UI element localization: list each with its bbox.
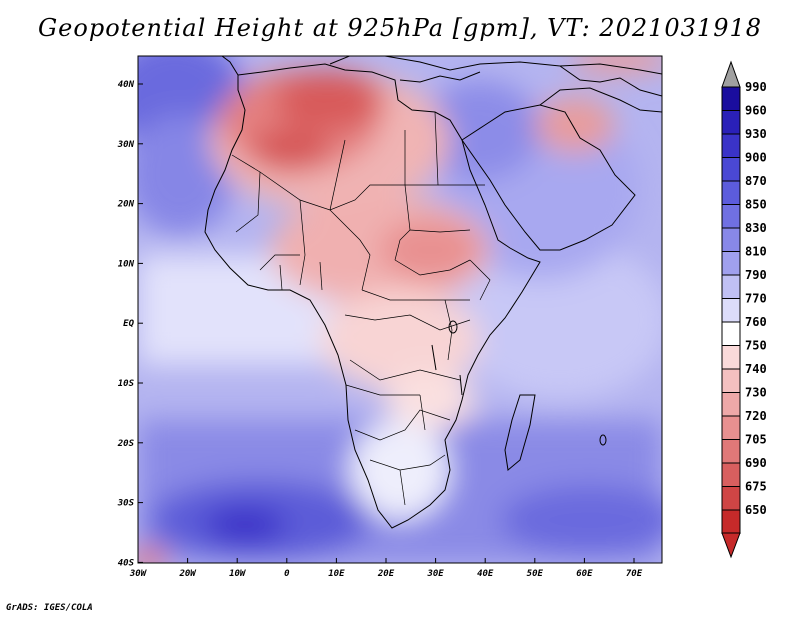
lon-tick-label: 20E — [377, 569, 395, 579]
colorbar-swatch — [721, 157, 741, 182]
colorbar-level-label: 675 — [745, 480, 767, 494]
colorbar-swatch — [721, 227, 741, 252]
colorbar-swatch — [721, 462, 741, 487]
lat-tick-label: 40S — [118, 558, 135, 568]
colorbar-swatch — [721, 415, 741, 440]
lat-tick-label: 30S — [117, 499, 135, 509]
longitude-axis: 30W 20W 10W 0 10E 20E 30E 40E 50E 60E 70E — [129, 558, 643, 579]
colorbar-level-label: 990 — [745, 80, 767, 94]
colorbar-level-label: 720 — [745, 409, 767, 423]
lon-tick-label: 10W — [229, 569, 247, 579]
colorbar-level-label: 850 — [745, 198, 767, 212]
colorbar-swatch — [721, 439, 741, 464]
colorbar-level-label: 960 — [745, 104, 767, 118]
colorbar-swatch — [721, 321, 741, 346]
colorbar-swatch — [721, 298, 741, 323]
colorbar-swatch — [721, 204, 741, 229]
lat-tick-label: 10S — [118, 379, 135, 389]
colorbar-level-label: 790 — [745, 268, 767, 282]
colorbar-level-label: 750 — [745, 339, 767, 353]
colorbar-top-arrow — [721, 60, 741, 88]
lat-tick-label: 30N — [117, 140, 135, 150]
coastlines — [204, 56, 662, 529]
colorbar-level-label: 705 — [745, 433, 767, 447]
colorbar-swatch — [721, 392, 741, 417]
colorbar-swatch — [721, 110, 741, 135]
lakes — [431, 320, 607, 446]
latitude-axis: 40N 30N 20N 10N EQ 10S 20S 30S 40S — [117, 80, 143, 568]
colorbar-swatch — [721, 509, 741, 534]
lat-tick-label: 10N — [118, 259, 135, 269]
colorbar-swatch — [721, 274, 741, 299]
lon-tick-label: 30W — [129, 569, 148, 579]
colorbar-level-label: 690 — [745, 456, 767, 470]
colorbar-level-label: 870 — [745, 174, 767, 188]
colorbar-level-label: 930 — [745, 127, 767, 141]
country-borders — [231, 111, 491, 506]
colorbar-bottom-arrow — [721, 532, 741, 559]
lat-tick-label: 20S — [117, 439, 135, 449]
lat-tick-label: 20N — [117, 200, 135, 210]
colorbar-swatch — [721, 180, 741, 205]
colorbar-swatch — [721, 133, 741, 158]
colorbar-level-label: 830 — [745, 221, 767, 235]
colorbar-swatch — [721, 345, 741, 370]
lat-tick-label: 40N — [118, 80, 135, 90]
colorbar-level-label: 810 — [745, 245, 767, 259]
lon-tick-label: 30E — [426, 569, 444, 579]
colorbar-level-label: 760 — [745, 315, 767, 329]
lon-tick-label: 20W — [178, 569, 197, 579]
lon-tick-label: 40E — [477, 569, 494, 579]
colorbar-level-label: 900 — [745, 151, 767, 165]
grads-credit: GrADS: IGES/COLA — [6, 603, 93, 613]
lon-tick-label: 70E — [626, 569, 643, 579]
colorbar-level-label: 650 — [745, 503, 767, 517]
colorbar-level-label: 730 — [745, 386, 767, 400]
lat-tick-label: EQ — [123, 319, 134, 329]
map-title: Geopotential Height at 925hPa [gpm], VT:… — [38, 14, 762, 42]
colorbar-level-label: 740 — [745, 362, 767, 376]
colorbar-swatch — [721, 86, 741, 111]
lon-tick-label: 0 — [284, 569, 290, 579]
plot-frame — [137, 55, 663, 564]
colorbar-swatch — [721, 486, 741, 511]
colorbar-swatch — [721, 251, 741, 276]
colorbar-swatch — [721, 368, 741, 393]
lon-tick-label: 60E — [576, 569, 593, 579]
lon-tick-label: 50E — [527, 569, 544, 579]
colorbar-level-label: 770 — [745, 292, 767, 306]
lon-tick-label: 10E — [328, 569, 345, 579]
geopotential-field — [138, 56, 662, 563]
